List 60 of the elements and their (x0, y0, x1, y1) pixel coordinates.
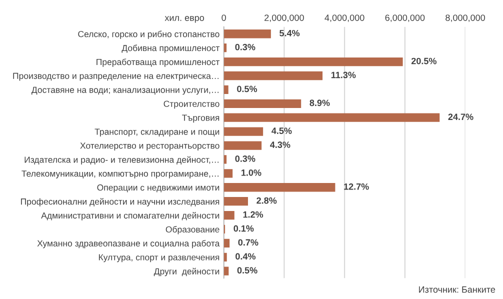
bar (224, 141, 262, 150)
annotation: 11.3% (331, 72, 356, 78)
x-tick-label: 6,000,000 (385, 14, 425, 22)
bar (224, 99, 302, 108)
y-tick-label: Издателска и радио- и телевизионна дейност,… (24, 156, 218, 165)
y-tick-label: Транспорт, складиране и пощи (94, 128, 220, 137)
y-tick-label: Хотелиерство и ресторантьорство (80, 142, 220, 150)
y-tick-label: Търговия (182, 114, 220, 123)
x-tick-label: 8,000,000 (446, 14, 486, 22)
bar (224, 155, 227, 164)
bar (224, 238, 230, 248)
y-tick-label: Добивна промишленост (122, 44, 220, 53)
bar (224, 210, 234, 220)
annotation: 0.1% (234, 225, 254, 232)
y-tick-label: Преработваща промишленост (96, 58, 220, 67)
annotation: 2.8% (256, 197, 277, 204)
bar (224, 44, 227, 52)
bar (224, 113, 440, 122)
annotation: 0.4% (236, 253, 256, 260)
x-axis-title: хил. евро (164, 16, 204, 23)
y-tick-label: Телекомуникации, компютърно програмиране,… (22, 170, 218, 178)
bar (224, 252, 227, 262)
y-tick-label: Строителство (164, 100, 220, 109)
y-tick-label: Хуманно здравеопазване и социална работа (37, 240, 220, 248)
annotation: 4.3% (270, 142, 290, 148)
y-tick-label: Операции с недвижими имоти (97, 184, 220, 192)
bar (224, 127, 264, 136)
annotation: 24.7% (448, 114, 474, 120)
y-tick-label: Професионални дейности и научни изследвания (21, 198, 220, 206)
y-tick-label: Други дейности (154, 268, 220, 276)
annotation: 0.7% (238, 239, 258, 246)
x-tick-label: 0 (222, 14, 226, 21)
annotation: 0.3% (235, 155, 256, 162)
bar (224, 71, 323, 80)
bar (224, 30, 271, 38)
annotation: 5.4% (280, 30, 300, 36)
y-tick-label: Производство и разпределение на електрическа… (13, 72, 218, 81)
annotation: 8.9% (310, 100, 330, 106)
y-tick-label: Административни и спомагателни дейности (41, 212, 220, 220)
bar (224, 197, 248, 206)
bar (224, 169, 233, 178)
y-tick-label: Селско, горско и рибно стопанство (78, 30, 220, 39)
annotation: 20.5% (411, 58, 436, 64)
annotation: 1.0% (241, 169, 262, 176)
x-tick-label: 2,000,000 (264, 14, 304, 22)
annotation: 4.5% (272, 128, 292, 134)
annotation: 0.5% (237, 86, 258, 92)
y-tick-label: Образование (166, 226, 220, 234)
text: Източник: Банките (419, 286, 496, 293)
y-tick-label: Култура, спорт и развлечения (98, 254, 220, 262)
annotation: 0.3% (235, 44, 256, 50)
y-tick-label: Доставяне на води; канализационни услуги,… (31, 86, 218, 95)
bar (224, 85, 228, 94)
bar (224, 266, 229, 276)
annotation: 12.7% (344, 183, 369, 190)
annotation: 1.2% (243, 211, 264, 218)
annotation: 0.5% (237, 267, 258, 274)
bar (224, 183, 336, 192)
bar (224, 57, 403, 66)
x-tick-label: 4,000,000 (324, 14, 364, 22)
